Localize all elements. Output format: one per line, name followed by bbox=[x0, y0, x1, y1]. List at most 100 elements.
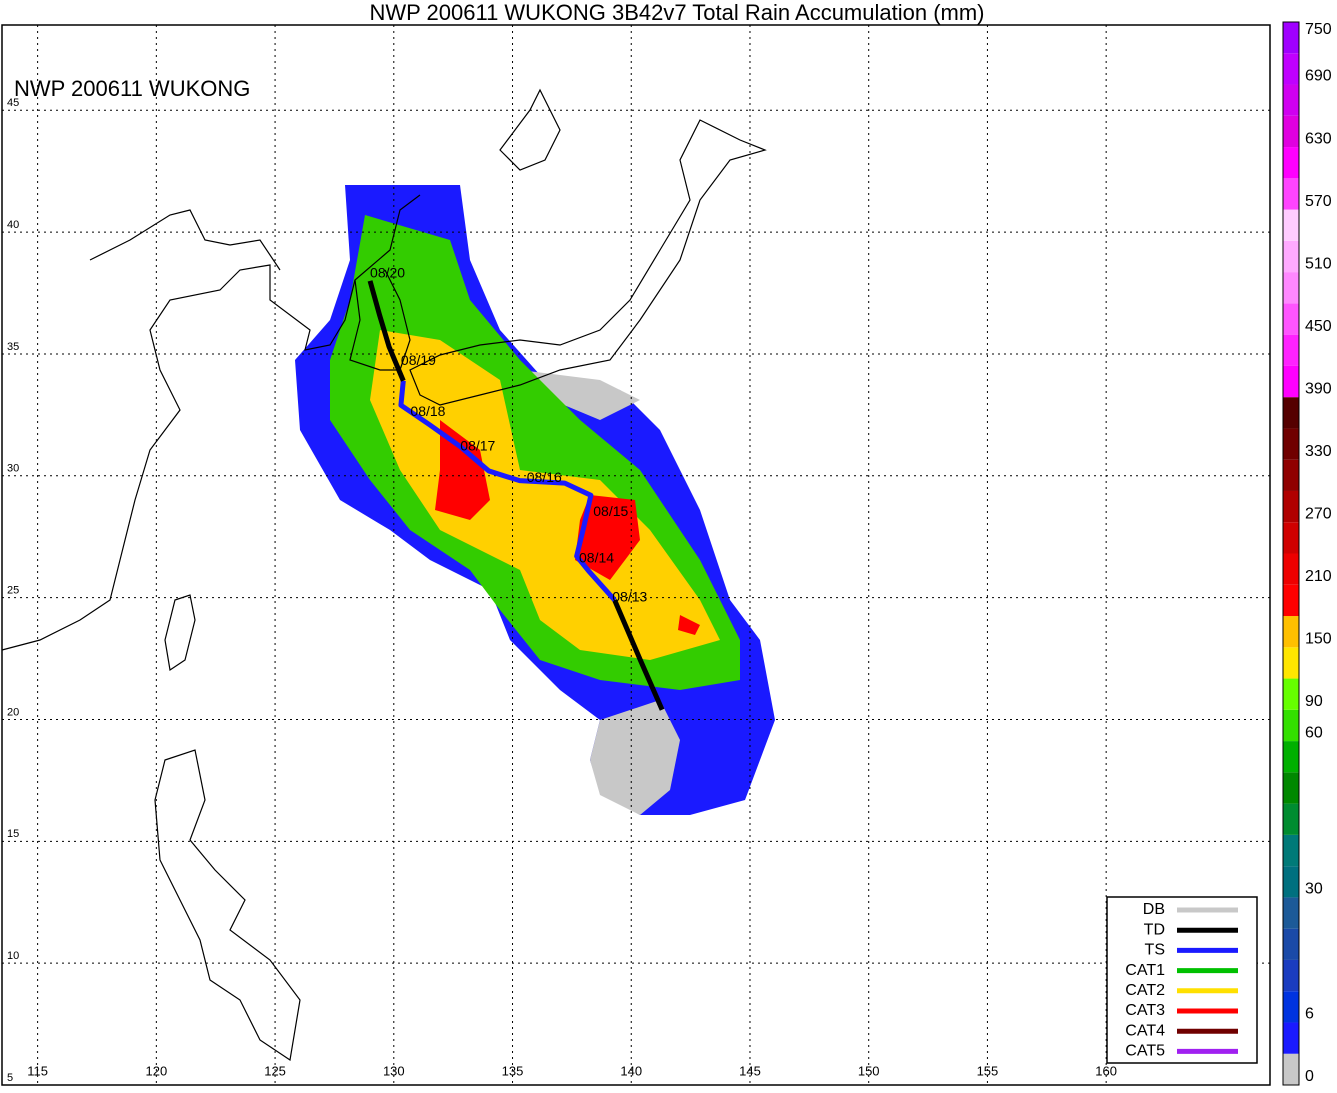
date-label: 08/14 bbox=[579, 549, 614, 565]
colorbar-tick-label: 630 bbox=[1305, 130, 1332, 147]
date-label: 08/15 bbox=[593, 503, 628, 519]
colorbar-bin bbox=[1283, 928, 1299, 960]
coast-japan bbox=[409, 119, 767, 406]
coast-philippines bbox=[154, 749, 301, 1062]
colorbar-bin bbox=[1283, 834, 1299, 867]
colorbar-bin bbox=[1283, 553, 1299, 585]
colorbar-bin bbox=[1283, 772, 1299, 804]
colorbar-tick-label: 390 bbox=[1305, 380, 1332, 397]
colorbar-tick-label: 270 bbox=[1305, 505, 1332, 522]
map-title: NWP 200611 WUKONG 3B42v7 Total Rain Accu… bbox=[369, 0, 984, 25]
colorbar-bin bbox=[1283, 178, 1299, 210]
lon-tick-label: 155 bbox=[977, 1063, 999, 1078]
coast-taiwan bbox=[164, 594, 196, 672]
legend-label: CAT5 bbox=[1125, 1043, 1165, 1060]
legend-box bbox=[1106, 896, 1258, 1064]
colorbar-tick-label: 60 bbox=[1305, 724, 1323, 741]
date-label: 08/20 bbox=[370, 264, 405, 280]
colorbar-bin bbox=[1283, 897, 1299, 929]
colorbar-bin bbox=[1283, 647, 1299, 679]
track-segment bbox=[398, 380, 617, 602]
legend-label: CAT1 bbox=[1125, 962, 1165, 979]
graticule: 115 120 125 130 135 140 145 150 155 1604540353025… bbox=[2, 25, 1270, 1086]
colorbar-bin bbox=[1283, 522, 1299, 554]
colorbar-bin bbox=[1283, 866, 1299, 898]
lat-tick-label: 30 bbox=[7, 463, 19, 475]
lon-tick-label: 140 bbox=[620, 1063, 642, 1078]
colorbar-bin bbox=[1283, 616, 1299, 648]
rain-high bbox=[370, 330, 720, 660]
colorbar-tick-label: 690 bbox=[1305, 68, 1332, 85]
rain-heavy bbox=[678, 615, 700, 635]
coast-china bbox=[1, 194, 421, 651]
track-segment bbox=[612, 599, 665, 711]
legend-label: TD bbox=[1144, 921, 1165, 938]
colorbar-bin bbox=[1283, 240, 1299, 273]
lat-tick-label: 5 bbox=[7, 1072, 13, 1084]
colorbar-tick-label: 570 bbox=[1305, 193, 1332, 210]
coastlines bbox=[1, 88, 767, 1062]
lat-tick-label: 45 bbox=[7, 97, 19, 109]
colorbar-bin bbox=[1283, 803, 1299, 835]
colorbar-bin bbox=[1283, 147, 1299, 179]
colorbar-bin bbox=[1283, 272, 1299, 304]
colorbar-bin bbox=[1283, 490, 1299, 523]
rain-heavy bbox=[575, 495, 640, 580]
lon-tick-label: 145 bbox=[739, 1063, 761, 1078]
colorbar-tick-label: 30 bbox=[1305, 881, 1323, 898]
colorbar-bin bbox=[1283, 959, 1299, 992]
colorbar-bin bbox=[1283, 365, 1299, 398]
colorbar-bin bbox=[1283, 209, 1299, 241]
lat-tick-label: 40 bbox=[7, 219, 19, 231]
legend-label: CAT3 bbox=[1125, 1002, 1165, 1019]
colorbar-tick-label: 330 bbox=[1305, 443, 1332, 460]
colorbar-bin bbox=[1283, 115, 1299, 148]
colorbar-bin bbox=[1283, 678, 1299, 710]
date-label: 08/18 bbox=[410, 403, 445, 419]
legend-label: CAT4 bbox=[1125, 1022, 1165, 1039]
rain-trace bbox=[590, 700, 680, 815]
rain-trace bbox=[520, 370, 640, 420]
lon-tick-label: 135 bbox=[502, 1063, 524, 1078]
colorbar-tick-label: 6 bbox=[1305, 1006, 1314, 1023]
coast-bohai bbox=[89, 209, 281, 271]
colorbar: 0630609015021027033039045051057063069075… bbox=[1282, 21, 1332, 1086]
colorbar-bin bbox=[1283, 709, 1299, 742]
lon-tick-label: 115 bbox=[27, 1063, 48, 1078]
date-label: 08/16 bbox=[527, 469, 562, 485]
colorbar-bin bbox=[1283, 1022, 1299, 1054]
colorbar-bin bbox=[1283, 303, 1299, 335]
legend-label: CAT2 bbox=[1125, 982, 1165, 999]
lat-tick-label: 35 bbox=[7, 341, 19, 353]
colorbar-bin bbox=[1283, 53, 1299, 85]
rain-field bbox=[295, 185, 775, 815]
colorbar-bin bbox=[1283, 584, 1299, 617]
colorbar-frame bbox=[1282, 21, 1300, 1086]
legend-label: DB bbox=[1143, 901, 1165, 918]
legend-label: TS bbox=[1145, 942, 1165, 959]
lat-tick-label: 10 bbox=[7, 950, 19, 962]
colorbar-bin bbox=[1283, 459, 1299, 491]
lon-tick-label: 150 bbox=[858, 1063, 880, 1078]
map-label: NWP 200611 WUKONG bbox=[14, 76, 250, 101]
date-label: 08/17 bbox=[460, 437, 495, 453]
legend: DB TD TS CAT1 CAT2 CAT3 CAT4 CAT5 bbox=[1125, 901, 1238, 1060]
lat-tick-label: 20 bbox=[7, 706, 19, 718]
lon-tick-label: 130 bbox=[383, 1063, 405, 1078]
colorbar-bin bbox=[1283, 84, 1299, 116]
colorbar-tick-label: 450 bbox=[1305, 318, 1332, 335]
rain-heavy bbox=[435, 420, 490, 520]
colorbar-tick-label: 510 bbox=[1305, 255, 1332, 272]
colorbar-bin bbox=[1283, 397, 1299, 429]
colorbar-tick-label: 210 bbox=[1305, 568, 1332, 585]
lat-tick-label: 25 bbox=[7, 585, 19, 597]
lon-tick-label: 120 bbox=[145, 1063, 167, 1078]
colorbar-bin bbox=[1283, 428, 1299, 460]
colorbar-tick-label: 90 bbox=[1305, 693, 1323, 710]
colorbar-bin bbox=[1283, 991, 1299, 1023]
colorbar-bin bbox=[1283, 741, 1299, 773]
colorbar-bin bbox=[1283, 334, 1299, 366]
date-label: 08/13 bbox=[612, 588, 647, 604]
track-segment bbox=[367, 280, 406, 382]
